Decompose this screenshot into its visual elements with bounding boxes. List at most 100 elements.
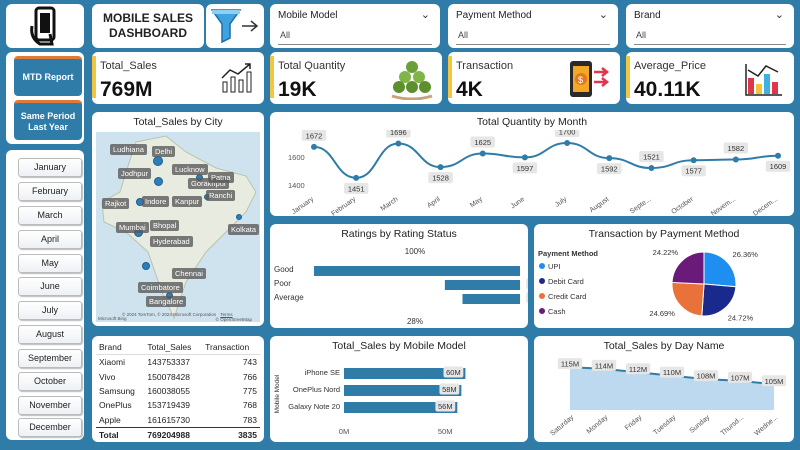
map-card: Total_Sales by City Ludhiana Delhi Luckn…: [92, 112, 264, 326]
rating-bar: [314, 266, 520, 276]
india-map[interactable]: Ludhiana Delhi Lucknow Jodhpur Gorakhpur…: [96, 132, 260, 322]
table-row[interactable]: OnePlus 153719439 768: [96, 398, 260, 412]
city-label-coimbatore: Coimbatore: [138, 282, 183, 293]
mobile-payment-icon: $: [570, 61, 610, 97]
x-tick-label: April: [426, 196, 442, 210]
cell-sales: 161615730: [147, 414, 190, 425]
same-period-button[interactable]: Same Period Last Year: [14, 100, 82, 140]
x-tick-label: June: [510, 196, 527, 211]
data-label-bg: [526, 278, 528, 289]
city-label-kolkata: Kolkata: [228, 224, 260, 235]
table-row[interactable]: Xiaomi 143753337 743: [96, 355, 260, 370]
month-april[interactable]: April: [18, 230, 82, 249]
slicer-payment-method[interactable]: Payment Method ⌄ All: [448, 4, 618, 48]
table-row[interactable]: Samsung 160038055 775: [96, 384, 260, 398]
header-total-sales[interactable]: Total_Sales: [144, 340, 203, 355]
chart-title: Total_Sales by Day Name: [603, 340, 725, 352]
month-august[interactable]: August: [18, 325, 82, 344]
data-label-bg: [765, 160, 791, 172]
cell-sales: 160038055: [147, 385, 190, 396]
slicer-mobile-model[interactable]: Mobile Model ⌄ All: [270, 4, 440, 48]
cell-transaction: 743: [242, 357, 257, 368]
data-label-bg: [443, 366, 464, 378]
quantity-line-chart[interactable]: 1400 1600 1672 January 1451 February 1696 March…: [270, 130, 794, 216]
city-label-patna: Patna: [208, 172, 234, 183]
chart-title: Transaction by Payment Method: [588, 228, 740, 240]
dashboard-title: MOBILE SALES DASHBOARD: [102, 11, 193, 40]
funnel-bottom-label: 28%: [407, 317, 423, 326]
month-september[interactable]: September: [18, 349, 82, 368]
data-label-bg: [512, 162, 538, 174]
month-october[interactable]: October: [18, 372, 82, 391]
header-transaction[interactable]: Transaction: [202, 340, 260, 355]
month-slicer-panel: January February March April May June Ju…: [6, 150, 84, 440]
slicer-brand[interactable]: Brand ⌄ All: [626, 4, 794, 48]
slice-label: 26.36%: [733, 250, 759, 259]
data-point: [690, 157, 697, 164]
month-november[interactable]: November: [18, 396, 82, 415]
city-label-indore: Indore: [142, 196, 170, 207]
kpi-total-quantity: Total Quantity 19K: [270, 52, 442, 104]
ratings-bar-chart[interactable]: 100%GoodPoor852Average65228%: [270, 242, 528, 328]
cell-brand: Xiaomi: [99, 357, 125, 368]
kpi-label: Total_Sales: [100, 60, 157, 72]
mtd-report-button[interactable]: MTD Report: [14, 56, 82, 96]
slicer-label: Brand: [634, 10, 661, 21]
city-label-delhi: Delhi: [152, 146, 176, 157]
table-row[interactable]: Vivo 150078428 766: [96, 369, 260, 383]
table-header-row: Brand Total_Sales Transaction: [96, 340, 260, 355]
bar-growth-icon: [221, 63, 252, 93]
model-bar-chart[interactable]: Mobile Model iPhone SE 60M OnePlus Nord 58M G…: [270, 354, 528, 442]
month-january[interactable]: January: [18, 158, 82, 177]
day-area-chart[interactable]: 115M Saturday 114M Monday 112M Friday 110M Tues…: [534, 354, 794, 442]
kpi-label: Average_Price: [634, 60, 706, 72]
x-tick-label: Monday: [586, 414, 610, 436]
city-label-mumbai: Mumbai: [116, 222, 149, 233]
month-december[interactable]: December: [18, 418, 82, 437]
cell-transaction: 775: [242, 385, 257, 396]
slicer-underline: [278, 44, 432, 45]
data-label-bg: [435, 400, 456, 412]
month-july[interactable]: July: [18, 301, 82, 320]
map-bubble[interactable]: [153, 156, 163, 166]
x-tick-label: Thursd...: [720, 414, 746, 437]
chevron-down-icon[interactable]: ⌄: [598, 9, 608, 21]
data-point: [353, 174, 360, 181]
x-tick-label: Saturday: [549, 414, 575, 438]
table-row[interactable]: Apple 161615730 783: [96, 413, 260, 428]
month-june[interactable]: June: [18, 277, 82, 296]
x-tick-label: 0M: [339, 427, 349, 436]
data-label: 110M: [663, 368, 681, 377]
data-label: 107M: [731, 373, 750, 382]
data-label: 1597: [517, 164, 534, 173]
brand-table: Brand Total_Sales Transaction Xiaomi 1437…: [96, 340, 260, 442]
map-bubble[interactable]: [154, 177, 163, 186]
x-tick-label: July: [554, 196, 569, 209]
chevron-down-icon[interactable]: ⌄: [420, 9, 430, 21]
data-point: [479, 150, 486, 157]
chevron-down-icon[interactable]: ⌄: [774, 9, 784, 21]
kpi-label: Total Quantity: [278, 60, 346, 72]
slicer-value[interactable]: All: [280, 30, 291, 40]
city-label-hyderabad: Hyderabad: [150, 236, 193, 247]
month-february[interactable]: February: [18, 182, 82, 201]
city-label-jodhpur: Jodhpur: [118, 168, 152, 179]
month-may[interactable]: May: [18, 254, 82, 273]
map-terms-link[interactable]: Terms: [220, 312, 233, 317]
slicer-value[interactable]: All: [458, 30, 469, 40]
data-point: [395, 140, 402, 147]
slicer-value[interactable]: All: [636, 30, 647, 40]
cell-brand: OnePlus: [99, 400, 132, 411]
map-bubble[interactable]: [236, 214, 242, 220]
header-brand[interactable]: Brand: [96, 340, 145, 355]
cell-brand: Samsung: [99, 385, 135, 396]
legend-swatch: [539, 263, 545, 269]
month-march[interactable]: March: [18, 206, 82, 225]
payment-pie-chart[interactable]: Payment Method UPI Debit Card Credit Card Ca…: [534, 242, 794, 328]
kpi-value: 19K: [278, 78, 317, 101]
map-bubble[interactable]: [142, 262, 150, 270]
category-label: Average: [274, 293, 304, 302]
data-label-bg: [639, 151, 664, 163]
slicer-underline: [634, 44, 786, 45]
data-label-bg: [723, 142, 749, 154]
